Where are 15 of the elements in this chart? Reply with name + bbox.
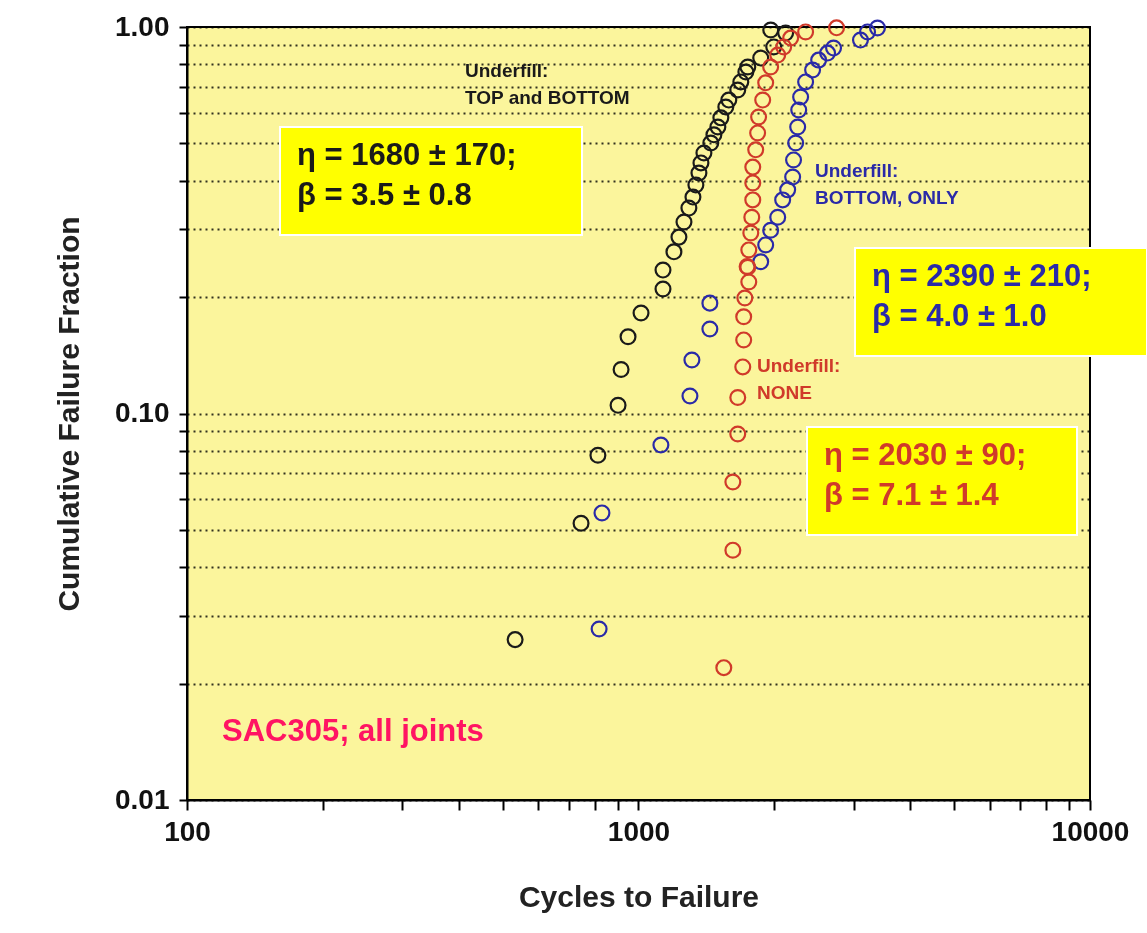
x-axis-title: Cycles to Failure <box>518 879 760 913</box>
y-tick-label: 0.10 <box>115 397 170 428</box>
text: Underfill: TOP and BOTTOM <box>465 60 630 108</box>
annotation: η = 2030 ± 90; β = 7.1 ± 1.4 <box>824 437 1027 512</box>
annotation: SAC305; all joints <box>222 713 484 748</box>
annotation: η = 2390 ± 210; β = 4.0 ± 1.0 <box>872 258 1092 333</box>
x-tick-label: 10000 <box>1051 815 1130 847</box>
annotation: η = 1680 ± 170; β = 3.5 ± 0.8 <box>297 137 517 212</box>
x-tick-label: 100 <box>164 815 211 847</box>
series-label: Underfill: BOTTOM, ONLY <box>815 160 959 208</box>
x-tick-label: 1000 <box>607 815 671 847</box>
y-tick-label: 1.00 <box>115 10 170 42</box>
series-label: Underfill: NONE <box>757 355 841 403</box>
y-tick-label: 0.01 <box>115 783 170 815</box>
y-axis-title: Cumulative Failure Fraction <box>52 216 85 612</box>
